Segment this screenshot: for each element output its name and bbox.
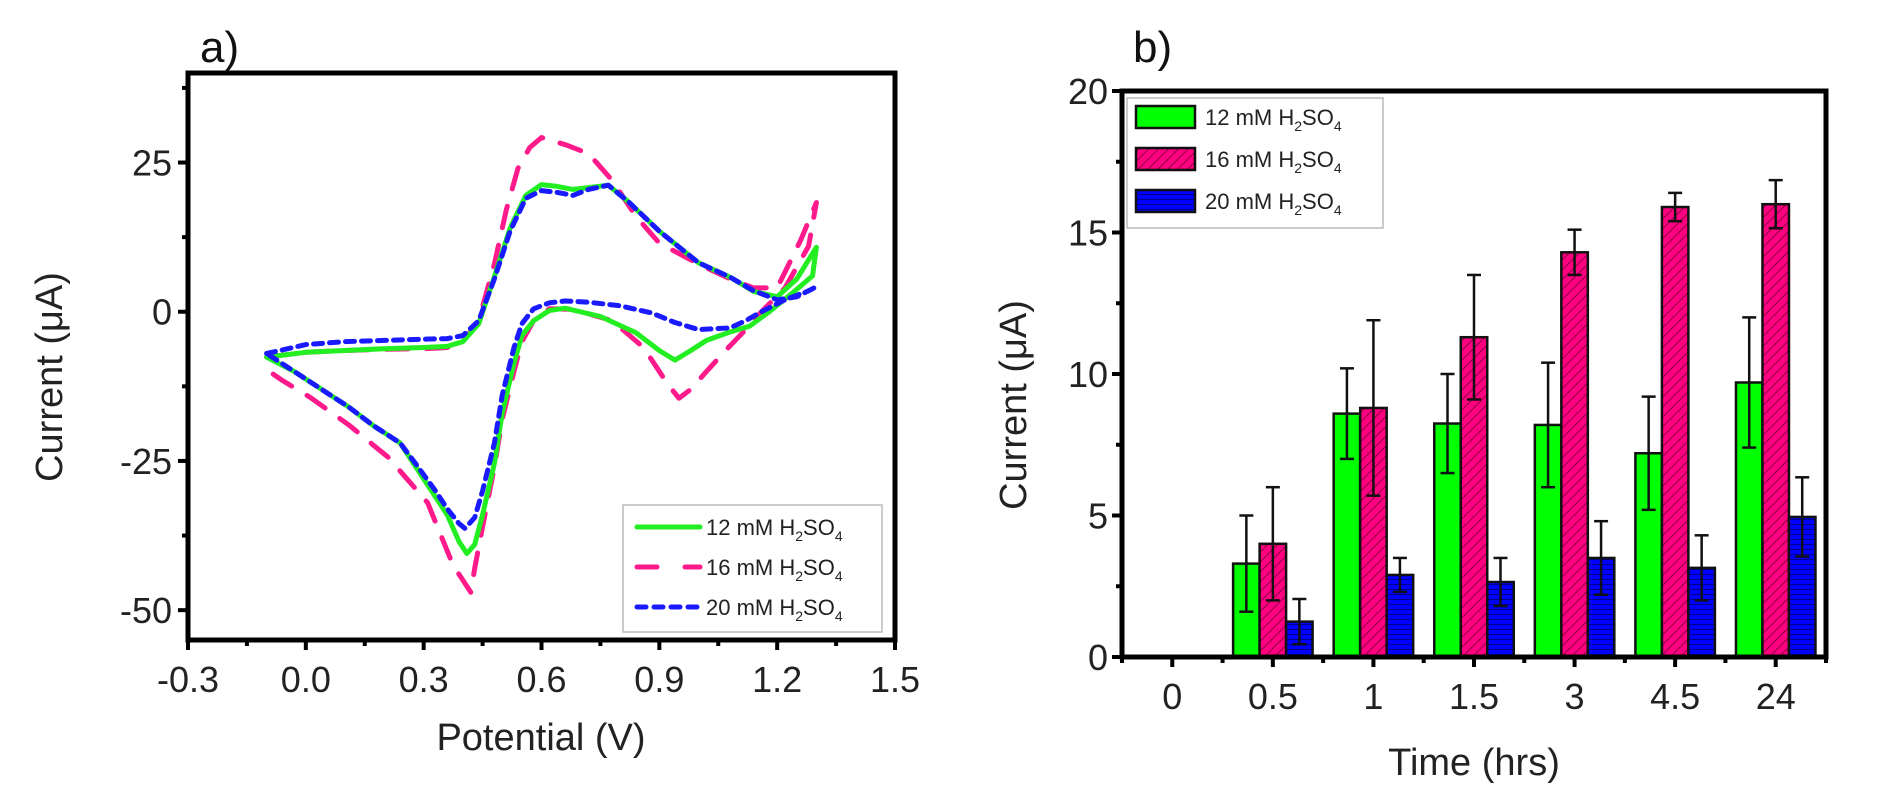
y-tick-label: -25 [120,441,172,482]
bar-16mM-24 [1761,202,1791,659]
x-tick-label: -0.3 [157,659,219,700]
legend-label-20mM: 20 mM H2SO4 [706,595,843,624]
legend-b: 12 mM H2SO4 16 mM H2SO4 20 mM H2SO4 [1126,97,1384,229]
x-axis-title-a: Potential (V) [436,717,645,759]
bar-16mM-4.5 [1660,205,1690,659]
bar-16mM-3 [1560,251,1590,659]
y-tick-label: 20 [1068,71,1108,112]
x-tick-label: 0.6 [516,659,566,700]
series-line-20mM [264,182,819,531]
axis-ticks-b: 0 0.5 1 1.5 3 4.5 24 0 5 10 15 20 [1068,71,1828,717]
y-tick-label: 0 [152,292,172,333]
curves-group [264,135,819,595]
x-tick-label: 0.0 [281,659,331,700]
y-tick-label: 5 [1088,496,1108,537]
legend-swatch-16mM [1134,146,1197,172]
legend-label-16mM: 16 mM H2SO4 [1205,147,1342,176]
y-axis-title-a: Current (μA) [29,272,71,482]
x-tick-label: 0.9 [634,659,684,700]
y-tick-label: 10 [1068,354,1108,395]
y-tick-label: 0 [1088,637,1108,678]
bars-group [1231,178,1817,659]
series-line-12mM [264,182,819,556]
x-tick-label: 0.5 [1248,676,1298,717]
x-tick-label: 24 [1756,676,1796,717]
legend-label-16mM: 16 mM H2SO4 [706,555,843,584]
x-axis-title-b: Time (hrs) [1388,742,1560,784]
y-tick-label: 25 [132,143,172,184]
axis-ticks-a: -0.3 0.0 0.3 0.6 0.9 1.2 1.5 -50 -25 0 25 [120,85,920,700]
legend-a: 12 mM H2SO4 16 mM H2SO4 20 mM H2SO4 [622,504,883,633]
x-tick-label: 1.2 [752,659,802,700]
x-tick-label: 1.5 [870,659,920,700]
legend-label-12mM: 12 mM H2SO4 [1205,105,1342,134]
x-tick-label: 3 [1565,676,1585,717]
y-tick-label: -50 [120,590,172,631]
panel-a-cyclic-voltammogram: a) -0.3 0.0 0.3 0.6 0.9 1.2 1.5 -50 -25 0 25 Poten… [29,23,920,759]
panel-label-b: b) [1133,23,1172,72]
legend-swatch-20mM [1134,188,1197,214]
x-tick-label: 0.3 [399,659,449,700]
x-tick-label: 1.5 [1449,676,1499,717]
panel-b-bar-chart: b) 0 0.5 1 1.5 3 4.5 24 0 5 10 15 20 Time (hrs) Cur… [993,23,1829,784]
series-line-16mM [264,135,819,595]
y-axis-title-b: Current (μA) [993,300,1035,510]
x-tick-label: 0 [1162,676,1182,717]
x-tick-label: 4.5 [1650,676,1700,717]
legend-label-12mM: 12 mM H2SO4 [706,515,843,544]
x-tick-label: 1 [1363,676,1383,717]
panel-label-a: a) [200,23,239,72]
legend-swatch-12mM [1134,104,1197,130]
legend-label-20mM: 20 mM H2SO4 [1205,189,1342,218]
y-tick-label: 15 [1068,213,1108,254]
